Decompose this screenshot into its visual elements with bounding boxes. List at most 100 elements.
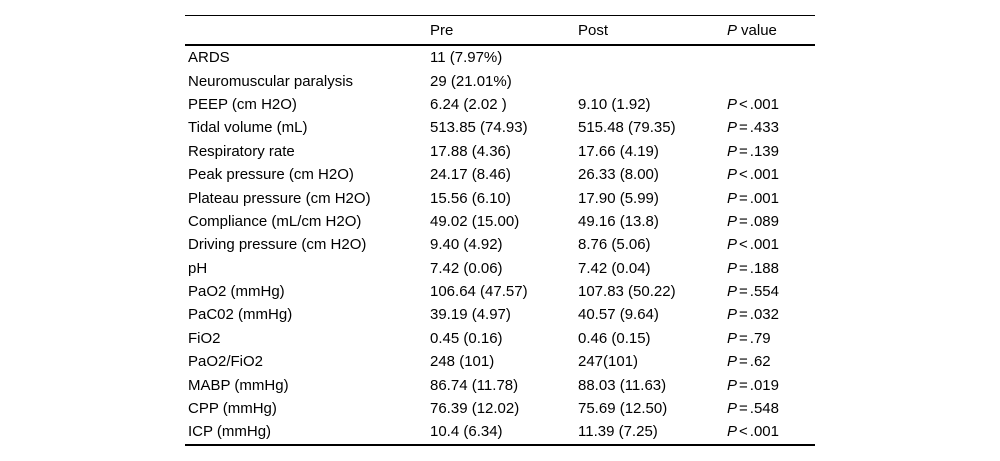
p-symbol: P xyxy=(727,189,738,207)
post-value: 40.57 (9.64) xyxy=(578,306,659,324)
p-number: .433 xyxy=(749,119,779,137)
p-value-cell: P = .001 xyxy=(727,191,815,206)
table-row: PaC02 (mmHg) 39.19 (4.97) 40.57 (9.64) P… xyxy=(185,303,815,326)
post-value: 75.69 (12.50) xyxy=(578,400,668,418)
post-value: 11.39 (7.25) xyxy=(578,423,658,441)
p-operator: = xyxy=(739,353,748,371)
p-value-cell: P = .188 xyxy=(727,261,815,276)
row-label: Compliance (mL/cm H2O) xyxy=(188,212,362,230)
post-value: 26.33 (8.00) xyxy=(578,166,659,184)
row-label: pH xyxy=(188,259,208,277)
p-operator: < xyxy=(739,423,748,441)
p-number: .001 xyxy=(749,95,779,113)
p-operator: = xyxy=(739,376,748,394)
row-label: Peak pressure (cm H2O) xyxy=(188,166,354,184)
p-number: .001 xyxy=(749,166,779,184)
table-row: Plateau pressure (cm H2O) 15.56 (6.10) 1… xyxy=(185,186,815,209)
post-value: 17.90 (5.99) xyxy=(578,189,659,207)
post-value: 17.66 (4.19) xyxy=(578,142,659,160)
p-operator: = xyxy=(739,400,748,418)
p-value-cell: P < .001 xyxy=(727,97,815,112)
p-symbol: P xyxy=(727,283,738,301)
pre-value: 29 (21.01%) xyxy=(430,72,512,90)
table-body: ARDS 11 (7.97%) Neuromuscular paralysis … xyxy=(185,46,815,444)
row-label: PEEP (cm H2O) xyxy=(188,95,297,113)
p-symbol: P xyxy=(727,21,738,39)
p-operator: < xyxy=(739,95,748,113)
p-operator: = xyxy=(739,119,748,137)
p-symbol: P xyxy=(727,376,738,394)
pre-value: 39.19 (4.97) xyxy=(430,306,511,324)
pre-value: 86.74 (11.78) xyxy=(430,376,519,394)
p-symbol: P xyxy=(727,119,738,137)
col-header-post: Post xyxy=(578,21,609,39)
p-number: .139 xyxy=(749,142,779,160)
p-operator: = xyxy=(739,329,748,347)
p-value-cell: P = .79 xyxy=(727,331,815,346)
table-row: pH 7.42 (0.06) 7.42 (0.04) P = .188 xyxy=(185,257,815,280)
row-label: MABP (mmHg) xyxy=(188,376,289,394)
p-value-header-text: value xyxy=(741,21,777,39)
p-value-cell: P = .62 xyxy=(727,354,815,369)
p-operator: = xyxy=(739,283,748,301)
p-operator: = xyxy=(739,306,748,324)
table-row: Driving pressure (cm H2O) 9.40 (4.92) 8.… xyxy=(185,233,815,256)
table-row: Neuromuscular paralysis 29 (21.01%) xyxy=(185,69,815,92)
p-number: .001 xyxy=(749,236,779,254)
post-value: 9.10 (1.92) xyxy=(578,95,651,113)
p-value-cell xyxy=(727,50,815,65)
p-value-cell: P < .001 xyxy=(727,424,815,439)
row-label: PaO2/FiO2 xyxy=(188,353,264,371)
p-operator: < xyxy=(739,166,748,184)
post-value: 88.03 (11.63) xyxy=(578,376,667,394)
table-row: ICP (mmHg) 10.4 (6.34) 11.39 (7.25) P < .0… xyxy=(185,420,815,443)
pre-value: 11 (7.97%) xyxy=(430,49,503,67)
pre-value: 106.64 (47.57) xyxy=(430,283,528,301)
post-value: 107.83 (50.22) xyxy=(578,283,676,301)
p-value-cell: P = .433 xyxy=(727,120,815,135)
row-label: ARDS xyxy=(188,49,230,67)
p-number: .62 xyxy=(749,353,771,371)
post-value: 515.48 (79.35) xyxy=(578,119,676,137)
pre-value: 76.39 (12.02) xyxy=(430,400,520,418)
p-value-cell xyxy=(727,74,815,89)
p-symbol: P xyxy=(727,423,738,441)
pre-value: 17.88 (4.36) xyxy=(430,142,511,160)
post-value: 247(101) xyxy=(578,353,639,371)
p-symbol: P xyxy=(727,306,738,324)
p-number: .032 xyxy=(749,306,779,324)
pre-value: 6.24 (2.02 ) xyxy=(430,95,507,113)
p-value-cell: P = .032 xyxy=(727,307,815,322)
row-label: Plateau pressure (cm H2O) xyxy=(188,189,371,207)
table-row: Peak pressure (cm H2O) 24.17 (8.46) 26.3… xyxy=(185,163,815,186)
table-row: Respiratory rate 17.88 (4.36) 17.66 (4.1… xyxy=(185,140,815,163)
p-symbol: P xyxy=(727,95,738,113)
table-row: ARDS 11 (7.97%) xyxy=(185,46,815,69)
p-value-cell: P = .139 xyxy=(727,144,815,159)
p-number: .548 xyxy=(749,400,779,418)
p-number: .089 xyxy=(749,212,779,230)
p-value-cell: P = .089 xyxy=(727,214,815,229)
p-value-cell: P = .548 xyxy=(727,401,815,416)
p-number: .001 xyxy=(749,189,779,207)
table-row: CPP (mmHg) 76.39 (12.02) 75.69 (12.50) P… xyxy=(185,397,815,420)
table-row: PaO2 (mmHg) 106.64 (47.57) 107.83 (50.22… xyxy=(185,280,815,303)
pre-value: 9.40 (4.92) xyxy=(430,236,503,254)
p-number: .001 xyxy=(749,423,779,441)
p-number: .554 xyxy=(749,283,779,301)
row-label: PaC02 (mmHg) xyxy=(188,306,293,324)
post-value: 8.76 (5.06) xyxy=(578,236,651,254)
post-value: 49.16 (13.8) xyxy=(578,212,659,230)
pre-value: 49.02 (15.00) xyxy=(430,212,520,230)
table-row: PEEP (cm H2O) 6.24 (2.02 ) 9.10 (1.92) P… xyxy=(185,93,815,116)
pre-value: 10.4 (6.34) xyxy=(430,423,503,441)
p-operator: < xyxy=(739,236,748,254)
pre-value: 15.56 (6.10) xyxy=(430,189,511,207)
table-row: Compliance (mL/cm H2O) 49.02 (15.00) 49.… xyxy=(185,210,815,233)
row-label: Neuromuscular paralysis xyxy=(188,72,354,90)
p-value-cell: P < .001 xyxy=(727,167,815,182)
post-value: 0.46 (0.15) xyxy=(578,329,651,347)
row-label: Respiratory rate xyxy=(188,142,295,160)
